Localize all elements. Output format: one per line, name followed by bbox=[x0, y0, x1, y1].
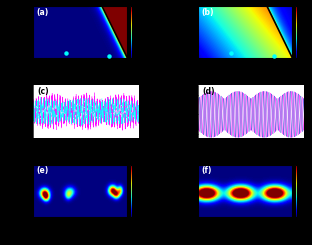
X-axis label: $W_{EE}$: $W_{EE}$ bbox=[238, 68, 252, 77]
X-axis label: $W_{EE}$: $W_{EE}$ bbox=[73, 68, 87, 77]
Text: (b): (b) bbox=[202, 8, 214, 17]
X-axis label: Time(ms): Time(ms) bbox=[67, 226, 93, 231]
Text: (f): (f) bbox=[202, 166, 212, 175]
Y-axis label: $W_{II}$: $W_{II}$ bbox=[16, 27, 25, 37]
X-axis label: Time(ms): Time(ms) bbox=[232, 226, 258, 231]
Y-axis label: Frequency(Hz): Frequency(Hz) bbox=[15, 171, 20, 210]
Text: (c): (c) bbox=[37, 87, 49, 96]
Text: (e): (e) bbox=[37, 166, 49, 175]
Text: (d): (d) bbox=[202, 87, 215, 96]
Y-axis label: $V_{EJ}(t)$: $V_{EJ}(t)$ bbox=[13, 104, 23, 119]
Text: (a): (a) bbox=[37, 8, 49, 17]
